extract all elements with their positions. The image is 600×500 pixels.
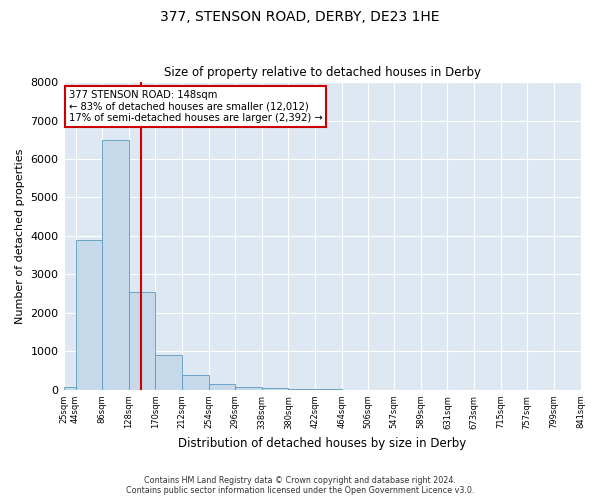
Title: Size of property relative to detached houses in Derby: Size of property relative to detached ho… — [164, 66, 481, 80]
Y-axis label: Number of detached properties: Number of detached properties — [15, 148, 25, 324]
Text: 377 STENSON ROAD: 148sqm
← 83% of detached houses are smaller (12,012)
17% of se: 377 STENSON ROAD: 148sqm ← 83% of detach… — [69, 90, 322, 123]
Bar — [209, 384, 235, 390]
Bar — [262, 388, 289, 390]
Bar — [64, 388, 76, 390]
Bar — [182, 375, 209, 390]
Bar — [289, 388, 315, 390]
Text: Contains HM Land Registry data © Crown copyright and database right 2024.
Contai: Contains HM Land Registry data © Crown c… — [126, 476, 474, 495]
X-axis label: Distribution of detached houses by size in Derby: Distribution of detached houses by size … — [178, 437, 466, 450]
Text: 377, STENSON ROAD, DERBY, DE23 1HE: 377, STENSON ROAD, DERBY, DE23 1HE — [160, 10, 440, 24]
Bar — [155, 355, 182, 390]
Bar — [129, 292, 155, 390]
Bar — [235, 386, 262, 390]
Bar — [76, 240, 102, 390]
Bar — [102, 140, 129, 390]
